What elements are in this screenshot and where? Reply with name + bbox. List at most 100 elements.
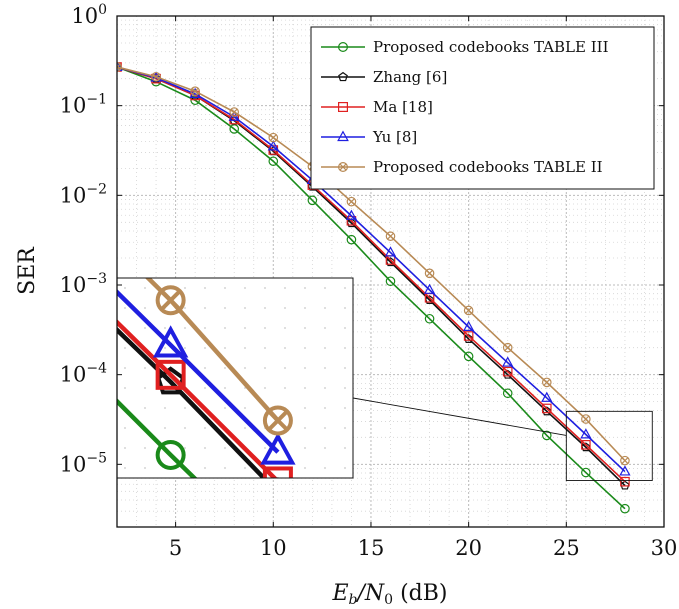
x-axis-label: Eb/N0 (dB) xyxy=(331,581,447,608)
inset-grid-dot xyxy=(264,447,266,449)
inset-grid-dot xyxy=(144,467,146,469)
inset-data-point xyxy=(262,405,293,436)
legend-marker xyxy=(338,101,349,112)
data-point xyxy=(385,276,396,287)
inset-grid-dot xyxy=(244,427,246,429)
inset-grid-dot xyxy=(184,307,186,309)
inset-grid-dot xyxy=(184,327,186,329)
inset-series-3 xyxy=(117,319,293,478)
x-tick-label: 20 xyxy=(455,536,482,560)
axis-ticks: 5 10 15 20 25 30 100 10−1 10−2 10−3 10−4 10−5 xyxy=(60,2,678,560)
data-point xyxy=(307,195,318,206)
data-point xyxy=(580,428,592,439)
inset-grid-dot xyxy=(164,427,166,429)
inset-grid-dot xyxy=(144,367,146,369)
data-point xyxy=(502,356,514,367)
data-point xyxy=(502,388,513,399)
x-tick-label: 15 xyxy=(358,536,385,560)
inset-grid-dot xyxy=(224,307,226,309)
data-point xyxy=(346,234,357,245)
y-tick-label: 10−2 xyxy=(60,181,107,207)
series-5 xyxy=(117,62,630,466)
inset-grid-dot xyxy=(324,287,326,289)
data-point xyxy=(503,369,513,379)
zoom-box xyxy=(565,410,653,481)
data-point xyxy=(346,218,357,228)
data-point xyxy=(581,440,591,450)
inset-grid-dot xyxy=(344,387,346,389)
inset-series-5 xyxy=(144,278,293,436)
data-point xyxy=(541,430,552,441)
inset-grid-dot xyxy=(284,287,286,289)
y-axis-label: SER xyxy=(15,246,40,295)
inset-grid-dot xyxy=(344,427,346,429)
data-point xyxy=(384,246,397,257)
y-tick-label: 10−3 xyxy=(60,271,107,297)
inset-grid-dot xyxy=(184,427,186,429)
inset-grid-dot xyxy=(304,307,306,309)
legend-marker xyxy=(338,71,348,82)
legend-label: Ma [18] xyxy=(373,98,433,116)
inset-grid-dot xyxy=(344,407,346,409)
inset-grid-dot xyxy=(344,287,346,289)
inset-grid-dot xyxy=(324,367,326,369)
legend-label: Zhang [6] xyxy=(373,68,447,86)
inset-grid-dot xyxy=(304,387,306,389)
data-point xyxy=(581,414,591,424)
inset-grid-dot xyxy=(204,367,206,369)
inset-grid-dot xyxy=(184,347,186,349)
data-point xyxy=(463,320,475,331)
data-point xyxy=(345,209,358,220)
data-point xyxy=(117,60,123,71)
inset-grid-dot xyxy=(344,307,346,309)
inset-grid-dot xyxy=(324,307,326,309)
data-point xyxy=(581,467,591,478)
inset-grid-dot xyxy=(144,327,146,329)
data-point xyxy=(620,455,630,466)
data-point xyxy=(424,295,435,305)
inset-series-4 xyxy=(117,289,296,465)
series-line xyxy=(117,66,626,483)
inset-grid-dot xyxy=(184,407,186,409)
inset-grid-dot xyxy=(124,347,126,349)
y-tick-label: 10−5 xyxy=(60,450,107,476)
zoom-inset xyxy=(116,277,354,479)
data-point xyxy=(542,406,552,416)
series-line xyxy=(117,66,626,510)
data-point xyxy=(190,86,200,96)
zoom-indicator xyxy=(352,397,653,481)
inset-grid-dot xyxy=(244,367,246,369)
inset-grid-dot xyxy=(204,307,206,309)
inset-grid-dot xyxy=(124,287,126,289)
data-point xyxy=(423,283,436,294)
legend-label: Proposed codebooks TABLE II xyxy=(373,158,603,176)
inset-grid-dot xyxy=(224,387,226,389)
inset-series-2 xyxy=(117,326,280,478)
legend-marker xyxy=(337,130,349,142)
y-tick-label: 10−1 xyxy=(60,92,107,118)
inset-data-point xyxy=(260,432,296,465)
inset-data-point xyxy=(155,285,186,316)
zoom-connector xyxy=(352,397,567,436)
inset-data-point xyxy=(152,325,189,358)
data-point xyxy=(151,71,161,82)
series-line xyxy=(117,66,626,462)
inset-grid-dot xyxy=(264,387,266,389)
legend: Proposed codebooks TABLE III Zhang [6] Ma … xyxy=(310,26,655,190)
inset-grid-dot xyxy=(144,287,146,289)
inset-grid-dot xyxy=(184,447,186,449)
inset-grid-dot xyxy=(124,467,126,469)
legend-entry-5: Proposed codebooks TABLE II xyxy=(321,158,603,176)
inset-grid-dot xyxy=(264,327,266,329)
inset-grid-dot xyxy=(304,287,306,289)
inset-grid-dot xyxy=(124,367,126,369)
data-point xyxy=(620,503,630,514)
inset-grid-dot xyxy=(204,447,206,449)
inset-grid-dot xyxy=(244,347,246,349)
data-point xyxy=(541,391,553,402)
data-point xyxy=(581,442,591,452)
inset-grid-dot xyxy=(284,327,286,329)
inset-data-point xyxy=(262,466,293,478)
data-point xyxy=(229,124,240,134)
